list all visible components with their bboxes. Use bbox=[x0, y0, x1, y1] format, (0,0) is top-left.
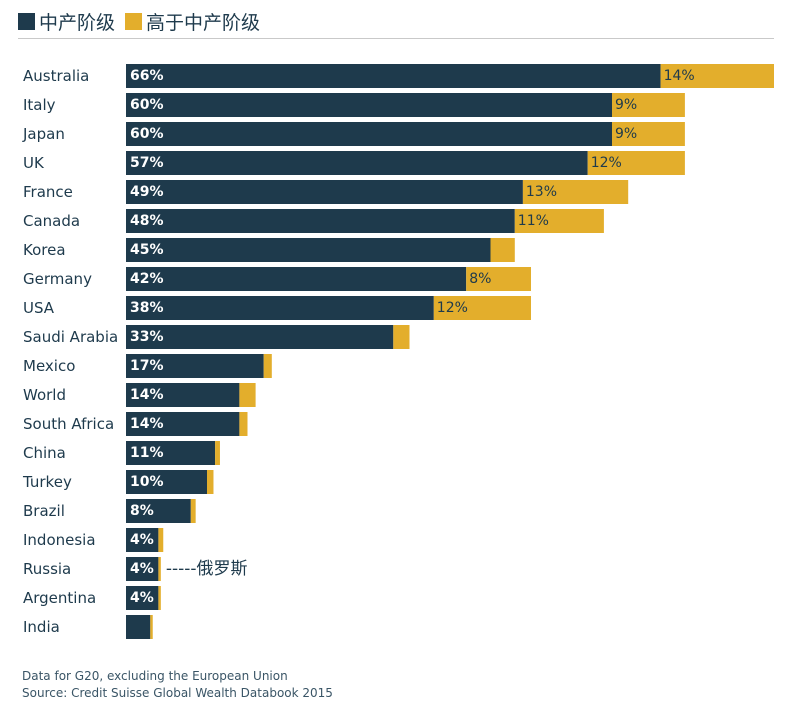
category-label-australia: Australia bbox=[23, 67, 89, 85]
category-label-china: China bbox=[23, 444, 66, 462]
footnote-source: Source: Credit Suisse Global Wealth Data… bbox=[22, 686, 333, 700]
value-label-upper-class-france: 13% bbox=[526, 184, 557, 200]
category-label-saudi-arabia: Saudi Arabia bbox=[23, 328, 118, 346]
category-label-russia: Russia bbox=[23, 560, 71, 578]
legend-swatch-upper-class bbox=[125, 12, 143, 30]
bar-middle-class-brazil bbox=[126, 499, 191, 523]
bar-middle-class-india bbox=[126, 615, 151, 639]
legend-label-upper-class: 高于中产阶级 bbox=[146, 11, 261, 34]
legend-label-middle-class: 中产阶级 bbox=[39, 11, 116, 34]
bar-upper-class-mexico bbox=[263, 354, 272, 378]
bar-upper-class-france bbox=[522, 180, 629, 204]
value-label-middle-class-italy: 60% bbox=[130, 97, 164, 113]
category-label-germany: Germany bbox=[23, 270, 92, 288]
category-label-india: India bbox=[23, 618, 60, 636]
category-label-argentina: Argentina bbox=[23, 589, 96, 607]
bar-middle-class-canada bbox=[126, 209, 515, 233]
bar-upper-class-canada bbox=[514, 209, 604, 233]
bar-upper-class-usa bbox=[433, 296, 531, 320]
category-label-turkey: Turkey bbox=[22, 473, 72, 491]
annotation-russia: -----俄罗斯 bbox=[166, 559, 248, 579]
value-label-middle-class-china: 11% bbox=[130, 445, 164, 461]
bar-upper-class-turkey bbox=[207, 470, 214, 494]
category-label-south-africa: South Africa bbox=[23, 415, 114, 433]
category-label-italy: Italy bbox=[23, 96, 56, 114]
bar-upper-class-china bbox=[215, 441, 220, 465]
value-label-upper-class-japan: 9% bbox=[615, 126, 637, 142]
category-label-mexico: Mexico bbox=[23, 357, 75, 375]
category-label-brazil: Brazil bbox=[23, 502, 65, 520]
value-label-middle-class-saudi-arabia: 33% bbox=[130, 329, 164, 345]
bar-middle-class-italy bbox=[126, 93, 612, 117]
legend-divider bbox=[18, 38, 774, 39]
value-label-middle-class-japan: 60% bbox=[130, 126, 164, 142]
bar-middle-class-australia bbox=[126, 64, 661, 88]
category-label-france: France bbox=[23, 183, 73, 201]
bar-upper-class-italy bbox=[612, 93, 685, 117]
bar-upper-class-australia bbox=[660, 64, 774, 88]
bar-middle-class-china bbox=[126, 441, 216, 465]
value-label-middle-class-usa: 38% bbox=[130, 300, 164, 316]
value-label-upper-class-italy: 9% bbox=[615, 97, 637, 113]
bar-middle-class-indonesia bbox=[126, 528, 159, 552]
value-label-middle-class-france: 49% bbox=[130, 184, 164, 200]
category-label-japan: Japan bbox=[22, 125, 65, 143]
value-label-upper-class-australia: 14% bbox=[664, 68, 695, 84]
bar-upper-class-india bbox=[150, 615, 153, 639]
value-label-middle-class-indonesia: 4% bbox=[130, 532, 154, 548]
bar-middle-class-world bbox=[126, 383, 240, 407]
bar-upper-class-south-africa bbox=[239, 412, 248, 436]
bar-middle-class-turkey bbox=[126, 470, 207, 494]
bar-upper-class-indonesia bbox=[158, 528, 164, 552]
value-label-upper-class-canada: 11% bbox=[518, 213, 549, 229]
bar-upper-class-uk bbox=[587, 151, 685, 175]
category-label-world: World bbox=[23, 386, 66, 404]
category-label-indonesia: Indonesia bbox=[23, 531, 96, 549]
value-label-middle-class-uk: 57% bbox=[130, 155, 164, 171]
bar-middle-class-germany bbox=[126, 267, 467, 291]
bar-middle-class-uk bbox=[126, 151, 588, 175]
value-label-middle-class-australia: 66% bbox=[130, 68, 164, 84]
category-label-canada: Canada bbox=[23, 212, 80, 230]
bar-upper-class-germany bbox=[466, 267, 531, 291]
bar-middle-class-france bbox=[126, 180, 523, 204]
footnotes: Data for G20, excluding the European Uni… bbox=[22, 668, 333, 702]
category-label-uk: UK bbox=[23, 154, 45, 172]
footnote-data-scope: Data for G20, excluding the European Uni… bbox=[22, 669, 288, 683]
value-label-middle-class-turkey: 10% bbox=[130, 474, 164, 490]
bar-upper-class-korea bbox=[490, 238, 515, 262]
legend-swatch-middle-class bbox=[18, 12, 35, 30]
value-label-upper-class-germany: 8% bbox=[469, 271, 491, 287]
value-label-middle-class-brazil: 8% bbox=[130, 503, 154, 519]
value-label-middle-class-germany: 42% bbox=[130, 271, 164, 287]
value-label-middle-class-argentina: 4% bbox=[130, 590, 154, 606]
bar-middle-class-usa bbox=[126, 296, 434, 320]
bar-middle-class-russia bbox=[126, 557, 159, 581]
bar-upper-class-japan bbox=[612, 122, 685, 146]
value-label-middle-class-mexico: 17% bbox=[130, 358, 164, 374]
value-label-upper-class-uk: 12% bbox=[591, 155, 622, 171]
value-label-middle-class-world: 14% bbox=[130, 387, 164, 403]
bar-middle-class-saudi-arabia bbox=[126, 325, 394, 349]
bar-middle-class-mexico bbox=[126, 354, 264, 378]
value-label-upper-class-usa: 12% bbox=[437, 300, 468, 316]
bar-middle-class-south-africa bbox=[126, 412, 240, 436]
bar-upper-class-brazil bbox=[190, 499, 196, 523]
legend: 中产阶级 高于中产阶级 bbox=[18, 8, 270, 34]
bar-upper-class-saudi-arabia bbox=[393, 325, 410, 349]
bar-middle-class-korea bbox=[126, 238, 491, 262]
value-label-middle-class-south-africa: 14% bbox=[130, 416, 164, 432]
value-label-middle-class-canada: 48% bbox=[130, 213, 164, 229]
category-label-korea: Korea bbox=[23, 241, 66, 259]
category-label-usa: USA bbox=[23, 299, 55, 317]
bar-upper-class-argentina bbox=[158, 586, 161, 610]
bar-middle-class-japan bbox=[126, 122, 612, 146]
bar-upper-class-russia bbox=[158, 557, 161, 581]
value-label-middle-class-russia: 4% bbox=[130, 561, 154, 577]
bar-middle-class-argentina bbox=[126, 586, 159, 610]
bar-upper-class-world bbox=[239, 383, 256, 407]
value-label-middle-class-korea: 45% bbox=[130, 242, 164, 258]
